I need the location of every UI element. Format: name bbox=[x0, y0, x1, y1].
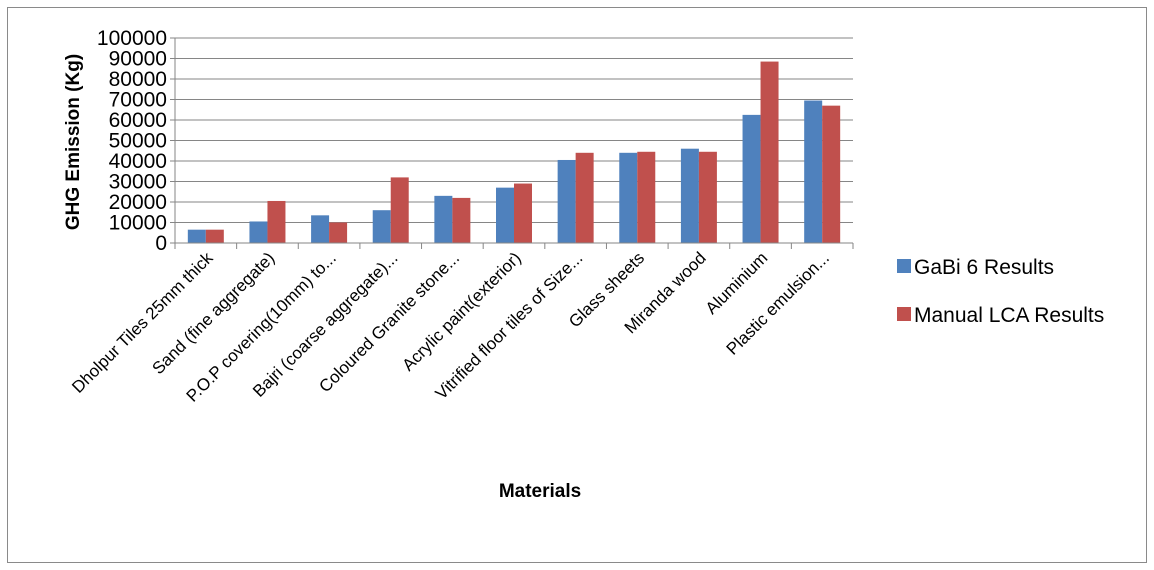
bar-manual bbox=[205, 229, 224, 243]
bar-manual bbox=[575, 152, 594, 243]
y-axis-title: GHG Emission (Kg) bbox=[63, 54, 84, 230]
x-category-label: Sand (fine aggregate) bbox=[149, 248, 279, 378]
legend-label: GaBi 6 Results bbox=[914, 256, 1054, 279]
bar-manual bbox=[390, 177, 409, 243]
bar-gabi bbox=[249, 221, 268, 243]
bar-gabi bbox=[434, 195, 453, 243]
legend-swatch bbox=[897, 259, 911, 273]
x-axis-title: Materials bbox=[499, 481, 581, 502]
y-tick-label: 100000 bbox=[97, 27, 167, 50]
bar-manual bbox=[698, 151, 717, 243]
bar-gabi bbox=[372, 210, 391, 243]
y-tick-label: 30000 bbox=[109, 171, 167, 194]
x-category-label: Plastic emulsion... bbox=[723, 248, 833, 358]
y-tick-label: 80000 bbox=[109, 68, 167, 91]
bar-gabi bbox=[804, 100, 823, 244]
bar-gabi bbox=[742, 114, 761, 243]
bar-manual bbox=[329, 222, 348, 243]
gridlines bbox=[175, 37, 853, 223]
bar-gabi bbox=[311, 215, 330, 243]
bar-manual bbox=[514, 183, 532, 243]
y-tick-label: 90000 bbox=[109, 48, 167, 71]
x-category-label: Acrylic paint(exterior) bbox=[398, 248, 524, 374]
y-tick-label: 70000 bbox=[109, 89, 167, 112]
y-tick-label: 50000 bbox=[109, 130, 167, 153]
bar-gabi bbox=[619, 152, 638, 243]
y-tick-label: 0 bbox=[155, 232, 167, 255]
bar-manual bbox=[452, 197, 471, 243]
legend: GaBi 6 Results Manual LCA Results bbox=[897, 256, 1104, 327]
y-tick-labels: 0100002000030000400005000060000700008000… bbox=[97, 27, 167, 255]
bar-manual bbox=[267, 200, 286, 243]
y-tick-label: 20000 bbox=[109, 191, 167, 214]
bar-manual bbox=[822, 105, 841, 244]
bar-gabi bbox=[187, 229, 206, 243]
legend-label: Manual LCA Results bbox=[914, 304, 1104, 327]
bars bbox=[187, 61, 841, 244]
bar-gabi bbox=[680, 148, 699, 243]
legend-swatch bbox=[897, 307, 911, 321]
bar-gabi bbox=[496, 187, 514, 243]
bar-manual bbox=[760, 61, 779, 244]
bar-gabi bbox=[557, 159, 576, 243]
bar-manual bbox=[637, 151, 656, 243]
y-tick-label: 10000 bbox=[109, 212, 167, 235]
axes bbox=[170, 37, 854, 249]
y-tick-label: 60000 bbox=[109, 109, 167, 132]
y-tick-label: 40000 bbox=[109, 150, 167, 173]
